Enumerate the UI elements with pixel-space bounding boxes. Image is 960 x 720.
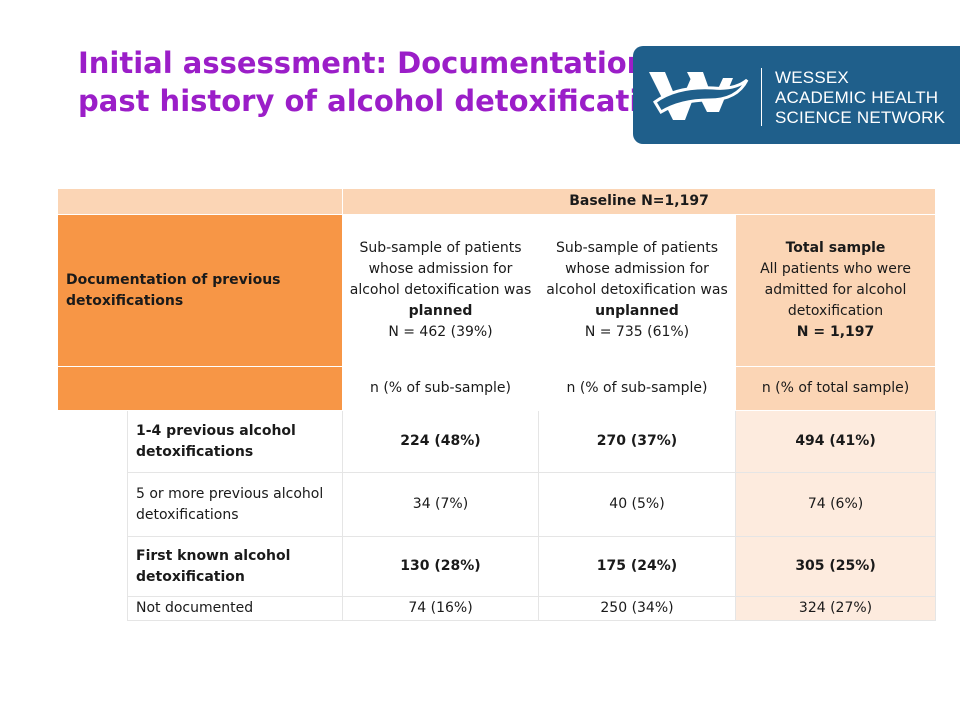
planned-description: Sub-sample of patients whose admission f… [349,240,532,298]
cell-total: 324 (27%) [734,596,937,621]
column-header-planned: Sub-sample of patients whose admission f… [342,214,539,367]
row-label-header: Documentation of previous detoxification… [57,214,343,367]
logo-line-1: WESSEX [775,68,849,87]
cell-unplanned: 250 (34%) [538,596,736,621]
cell-planned: 224 (48%) [342,410,539,473]
table-row: Not documented 74 (16%) 250 (34%) 324 (2… [58,596,937,621]
logo-divider [761,68,762,126]
unplanned-description: Sub-sample of patients whose admission f… [546,240,728,298]
row-side-blank [57,410,128,621]
cell-unplanned: 270 (37%) [538,410,736,473]
cell-unplanned: 175 (24%) [538,536,736,597]
total-description: All patients who were admitted for alcoh… [760,261,911,319]
units-planned: n (% of sub-sample) [342,366,539,411]
baseline-header-row: Baseline N=1,197 [57,188,937,215]
planned-n: N = 462 (39%) [388,324,493,340]
unplanned-n: N = 735 (61%) [584,324,690,340]
logo-text: WESSEX ACADEMIC HEALTH SCIENCE NETWORK [775,68,945,128]
table-row: 1-4 previous alcohol detoxifications 224… [57,410,937,621]
cell-total: 74 (6%) [734,472,937,537]
units-unplanned: n (% of sub-sample) [538,366,736,411]
header-empty-cell [57,188,343,215]
wessex-ahsn-mark-icon [649,72,749,120]
row-label: Not documented [127,596,343,621]
logo-line-2: ACADEMIC HEALTH [775,88,939,107]
unplanned-emphasis: unplanned [595,303,679,319]
table-row: First known alcohol detoxification 130 (… [58,536,937,597]
column-header-row: Documentation of previous detoxification… [57,214,937,367]
table-row: 5 or more previous alcohol detoxificatio… [58,472,937,537]
wessex-ahsn-logo: WESSEX ACADEMIC HEALTH SCIENCE NETWORK [633,46,960,144]
row-label: 1-4 previous alcohol detoxifications [127,410,343,473]
baseline-header: Baseline N=1,197 [341,188,937,215]
units-empty-cell [57,366,343,411]
column-header-unplanned: Sub-sample of patients whose admission f… [538,214,736,367]
logo-line-3: SCIENCE NETWORK [775,108,946,127]
cell-planned: 130 (28%) [342,536,539,597]
units-total: n (% of total sample) [734,366,937,411]
total-heading: Total sample [785,240,886,256]
cell-total: 305 (25%) [734,536,937,597]
total-n: N = 1,197 [796,324,875,340]
cell-total: 494 (41%) [734,410,937,473]
detox-history-table: Baseline N=1,197 Documentation of previo… [57,188,937,621]
slide-title: Initial assessment: Documentation of pas… [78,46,690,118]
cell-planned: 34 (7%) [342,472,539,537]
row-label: First known alcohol detoxification [127,536,343,597]
planned-emphasis: planned [408,303,473,319]
units-row: n (% of sub-sample) n (% of sub-sample) … [57,366,937,411]
cell-planned: 74 (16%) [342,596,539,621]
cell-unplanned: 40 (5%) [538,472,736,537]
column-header-total: Total sample All patients who were admit… [734,214,937,367]
row-label: 5 or more previous alcohol detoxificatio… [127,472,343,537]
